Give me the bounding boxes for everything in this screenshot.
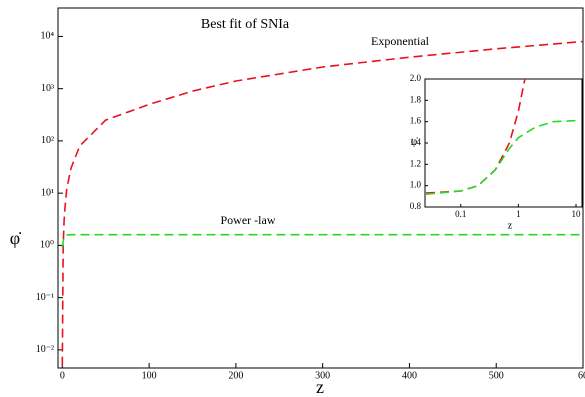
series-line xyxy=(61,233,583,248)
x-tick-label: 0.1 xyxy=(455,209,466,219)
series-line xyxy=(61,40,583,366)
x-tick-label: 500 xyxy=(489,370,504,381)
x-tick-label: 400 xyxy=(402,370,417,381)
chart-title: Best fit of SNIa xyxy=(201,17,290,32)
y-tick-label: 1.4 xyxy=(410,137,422,147)
y-tick-label: 0.8 xyxy=(410,201,422,211)
y-tick-label: 1.8 xyxy=(410,94,422,104)
y-tick-label: 10³ xyxy=(41,83,54,94)
y-tick-label: 2.0 xyxy=(410,73,422,83)
x-tick-label: 300 xyxy=(315,370,330,381)
y-tick-label: 10⁴ xyxy=(41,31,55,42)
annotation: Power -law xyxy=(221,213,276,227)
x-tick-label: 0 xyxy=(60,370,65,381)
x-tick-label: 100 xyxy=(142,370,157,381)
x-axis-label: z xyxy=(508,220,513,231)
y-axis-label: φ̇ xyxy=(411,136,418,148)
x-tick-label: 10 xyxy=(572,209,582,219)
annotation: Exponential xyxy=(371,34,430,48)
y-tick-label: 10⁻² xyxy=(36,344,54,355)
plot-frame xyxy=(424,78,583,208)
y-tick-label: 1.0 xyxy=(410,180,422,190)
x-tick-label: 60 xyxy=(578,370,585,381)
y-tick-label: 1.6 xyxy=(410,116,422,126)
y-axis-label: φ̇ xyxy=(10,228,21,248)
y-tick-label: 1.2 xyxy=(410,158,421,168)
x-axis-label: z xyxy=(316,377,324,397)
y-tick-label: 10¹ xyxy=(41,187,54,198)
y-tick-label: 10² xyxy=(41,135,54,146)
series-line xyxy=(425,119,577,195)
y-tick-label: 10⁻¹ xyxy=(36,292,54,303)
series-line xyxy=(425,79,526,194)
x-tick-label: 1 xyxy=(516,209,521,219)
x-tick-label: 200 xyxy=(228,370,243,381)
y-tick-label: 10⁰ xyxy=(40,240,54,251)
